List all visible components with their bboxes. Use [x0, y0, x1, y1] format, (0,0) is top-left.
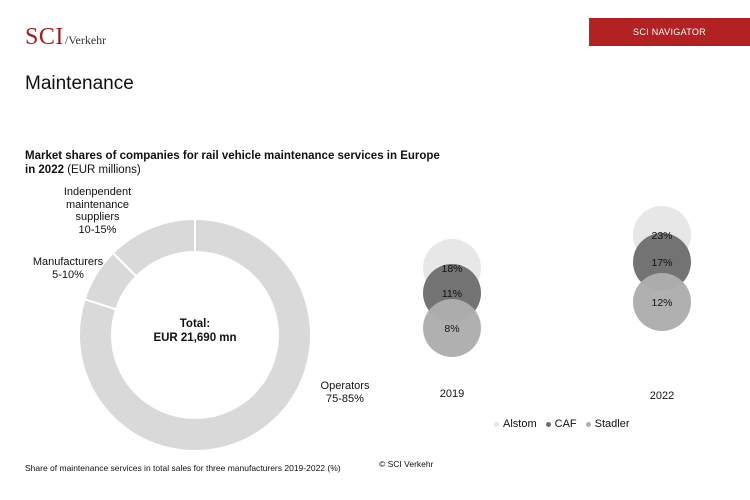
donut-label-operators: Operators 75-85% — [312, 380, 378, 405]
donut-chart-title: Market shares of companies for rail vehi… — [25, 149, 445, 177]
legend-item-alstom: Alstom — [494, 418, 537, 430]
bubble-caf — [633, 233, 691, 291]
donut-label-independent-line: Indenpendent — [63, 186, 132, 198]
bubble-value-label: 23% — [651, 230, 672, 242]
donut-chart-title-unit: (EUR millions) — [64, 164, 141, 176]
donut-chart-title-bold: Market shares of companies for rail vehi… — [25, 150, 440, 176]
legend-label: Alstom — [503, 418, 537, 430]
donut-label-operators-line: Operators — [320, 380, 370, 392]
page-title: Maintenance — [25, 73, 134, 94]
donut-center-label-line1: Total: — [179, 318, 211, 330]
bubble-stadler — [423, 299, 481, 357]
bubble-value-label: 18% — [441, 263, 462, 275]
legend-label: CAF — [554, 418, 577, 430]
legend-swatch — [494, 421, 499, 427]
legend-item-caf: CAF — [545, 418, 577, 430]
copyright: © SCI Verkehr — [379, 459, 434, 469]
legend-swatch — [545, 421, 551, 427]
logo-sub: /Verkehr — [64, 33, 107, 47]
bubble-year-label: 2022 — [649, 390, 675, 402]
bubble-year-label: 2019 — [439, 388, 465, 400]
bubble-value-label: 11% — [442, 288, 462, 300]
donut-slice-independent — [111, 217, 196, 278]
bubble-value-label: 8% — [444, 323, 459, 335]
sci-logo: SCI /Verkehr — [25, 24, 106, 51]
donut-label-operators-line: 75-85% — [326, 392, 364, 405]
donut-label-independent-line: suppliers — [75, 211, 120, 223]
donut-center-label: Total: EUR 21,690 mn — [120, 317, 270, 345]
bubble-value-label: 17% — [651, 257, 672, 269]
legend-swatch — [585, 421, 591, 427]
donut-label-manufacturers-line: Manufacturers — [32, 256, 104, 268]
donut-slice-operators — [78, 217, 312, 452]
bubble-value-label: 12% — [651, 297, 672, 309]
footnote: Share of maintenance services in total s… — [25, 463, 341, 473]
legend-label: Stadler — [594, 418, 630, 430]
donut-label-independent-line: 10-15% — [78, 223, 117, 236]
donut-center-label-line2: EUR 21,690 mn — [153, 332, 237, 344]
bubble-stadler — [633, 273, 691, 331]
legend-item-stadler: Stadler — [585, 418, 630, 430]
donut-label-manufacturers-line: 5-10% — [52, 268, 84, 281]
donut-label-independent: Indenpendent maintenance suppliers 10-15… — [50, 186, 145, 236]
donut-label-independent-line: maintenance — [66, 198, 129, 211]
sci-navigator-button[interactable]: SCI NAVIGATOR — [589, 18, 750, 46]
donut-label-manufacturers: Manufacturers 5-10% — [22, 256, 114, 281]
logo-main: SCI — [25, 24, 64, 50]
bubble-legend: Alstom CAF Stadler — [494, 418, 629, 430]
